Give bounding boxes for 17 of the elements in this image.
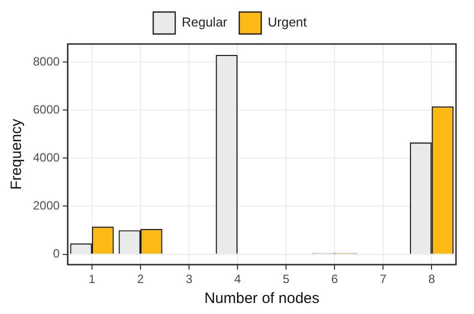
legend-label: Urgent	[268, 14, 308, 30]
x-tick-label: 6	[331, 272, 338, 286]
y-tick-label: 2000	[32, 198, 60, 213]
x-tick-label: 1	[88, 272, 96, 286]
x-tick-label: 4	[234, 272, 242, 286]
x-tick-label: 5	[282, 272, 290, 286]
y-tick-label: 0	[53, 246, 60, 261]
y-axis-title: Frequency	[8, 118, 26, 190]
x-tick-label: 7	[380, 272, 387, 286]
x-axis-title: Number of nodes	[204, 290, 320, 308]
x-tick-label: 3	[186, 272, 193, 286]
x-tick-label: 2	[137, 272, 144, 286]
x-tick-label: 8	[428, 272, 436, 286]
y-tick-label: 4000	[32, 150, 60, 164]
legend-label: Regular	[182, 14, 228, 30]
y-tick-label: 8000	[32, 54, 60, 68]
y-tick-label: 6000	[32, 102, 60, 116]
